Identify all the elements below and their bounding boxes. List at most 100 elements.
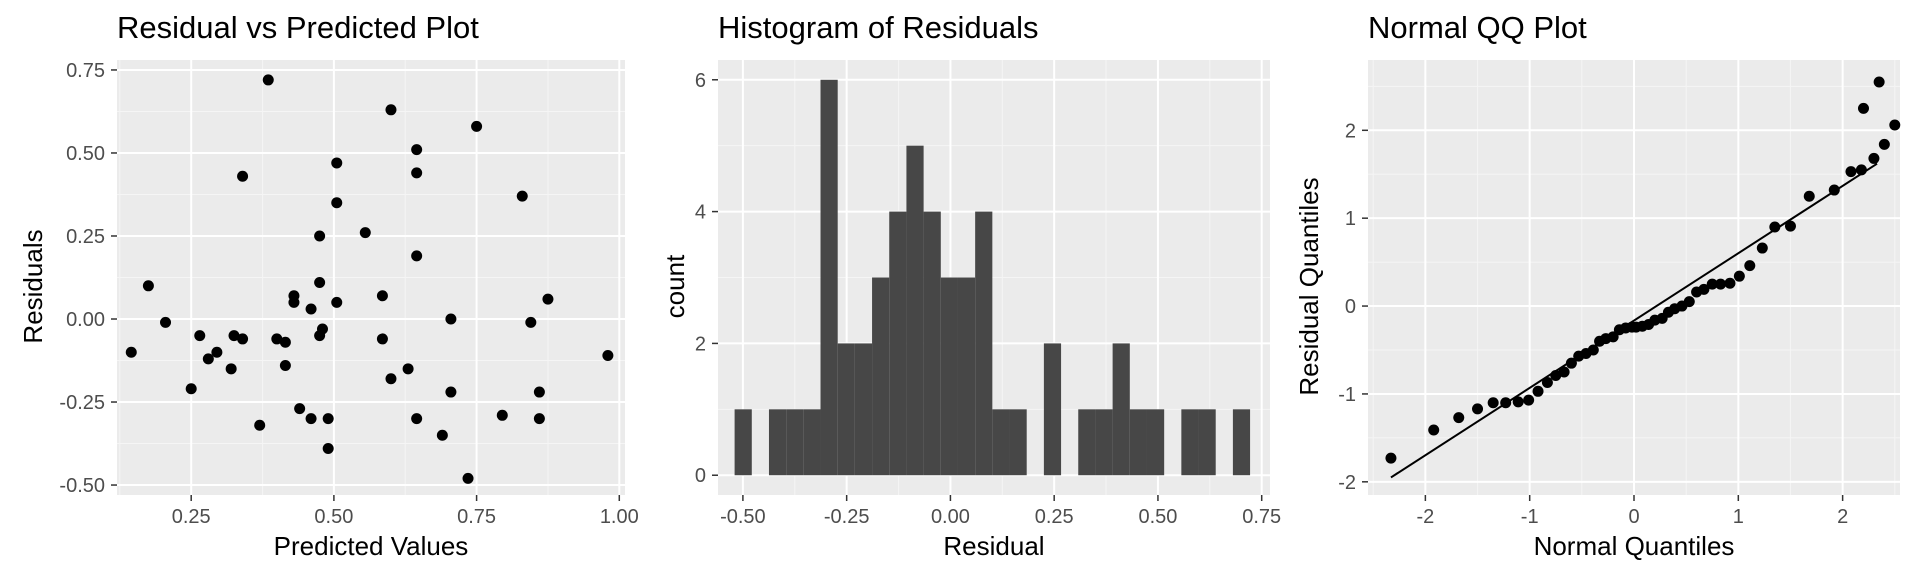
- data-point: [1803, 190, 1815, 202]
- x-tick-label: 0.25: [1035, 506, 1074, 528]
- data-point: [602, 350, 614, 362]
- y-axis-label: count: [660, 254, 690, 318]
- y-tick-label: 2: [695, 333, 706, 355]
- data-point: [376, 333, 388, 345]
- x-axis-label: Residual: [943, 531, 1044, 561]
- data-point: [411, 250, 423, 262]
- data-point: [1724, 277, 1736, 289]
- data-point: [322, 443, 334, 455]
- data-point: [262, 74, 274, 86]
- y-tick-label: 0: [1345, 296, 1356, 318]
- histogram-bar: [820, 79, 838, 476]
- data-point: [1565, 357, 1577, 369]
- data-point: [322, 413, 334, 425]
- x-tick-label: 0: [1628, 506, 1639, 528]
- x-tick-label: 0.75: [457, 506, 496, 528]
- y-tick-label: 4: [695, 202, 706, 224]
- chart-title: Histogram of Residuals: [718, 10, 1038, 45]
- x-tick-label: 0.25: [172, 506, 211, 528]
- data-point: [1784, 220, 1796, 232]
- data-point: [288, 296, 300, 308]
- axes: -2 -1 0 1 2 -2 -1 0 1 2: [1338, 120, 1848, 528]
- data-point: [228, 330, 240, 342]
- data-point: [1878, 138, 1890, 150]
- y-tick-label: 0: [695, 465, 706, 487]
- histogram-bar: [1043, 343, 1062, 476]
- grid: [1368, 60, 1900, 495]
- data-point: [1698, 283, 1710, 295]
- histogram-bar: [1181, 409, 1199, 476]
- x-tick-label: 0.00: [931, 506, 970, 528]
- panel-2: -0.50 -0.25 0.00 0.25 0.50 0.75 0 2 4 6 Histogram …: [660, 10, 1281, 561]
- data-point: [411, 144, 423, 156]
- data-point: [1744, 260, 1756, 272]
- data-point: [1857, 102, 1869, 114]
- data-point: [496, 409, 508, 421]
- data-point: [471, 120, 483, 132]
- data-point: [1472, 403, 1484, 415]
- panel-1: 0.25 0.50 0.75 1.00 -0.50 -0.25 0.00 0.25 0.50 0.…: [18, 10, 639, 561]
- data-point: [376, 290, 388, 302]
- histogram-bar: [940, 277, 958, 476]
- data-point: [1607, 331, 1619, 343]
- histogram-bar: [975, 211, 993, 476]
- x-tick-label: 0.50: [1138, 506, 1177, 528]
- y-tick-label: -0.25: [59, 392, 105, 414]
- data-point: [1889, 119, 1901, 131]
- x-axis-label: Predicted Values: [274, 531, 469, 561]
- data-point: [516, 190, 528, 202]
- data-point: [1845, 166, 1857, 178]
- data-point: [331, 157, 343, 169]
- histogram-bar: [1009, 409, 1027, 476]
- data-point: [160, 316, 172, 328]
- data-point: [185, 383, 197, 395]
- data-point: [237, 170, 249, 182]
- data-layer: [1385, 76, 1901, 479]
- y-tick-label: 6: [695, 70, 706, 92]
- data-point: [331, 197, 343, 209]
- histogram-bar: [786, 409, 804, 476]
- panel-3: -2 -1 0 1 2 -2 -1 0 1 2 Normal QQ Plot Normal Quant…: [1294, 10, 1901, 561]
- data-point: [1706, 278, 1718, 290]
- data-point: [305, 303, 317, 315]
- data-point: [533, 386, 545, 398]
- data-point: [316, 323, 328, 335]
- data-point: [254, 419, 266, 431]
- data-point: [142, 280, 154, 292]
- chart-title: Residual vs Predicted Plot: [117, 10, 479, 45]
- grid: [117, 60, 625, 495]
- data-point: [1828, 184, 1840, 196]
- y-axis-label: Residual Quantiles: [1294, 177, 1324, 395]
- data-point: [1385, 452, 1397, 464]
- data-point: [1541, 377, 1553, 389]
- data-point: [279, 359, 291, 371]
- data-point: [411, 167, 423, 179]
- data-point: [1532, 385, 1544, 397]
- data-point: [1500, 397, 1512, 409]
- y-tick-label: 2: [1345, 120, 1356, 142]
- x-tick-label: -2: [1416, 506, 1434, 528]
- histogram-bar: [1129, 409, 1147, 476]
- data-point: [1868, 152, 1880, 164]
- data-layer: [734, 79, 1251, 476]
- y-tick-label: 0.75: [66, 60, 105, 82]
- y-tick-label: -2: [1338, 472, 1356, 494]
- data-point: [462, 472, 474, 484]
- x-axis-label: Normal Quantiles: [1534, 531, 1735, 561]
- histogram-bar: [1198, 409, 1216, 476]
- histogram-bar: [854, 343, 873, 476]
- histogram-bar: [872, 277, 890, 476]
- x-tick-label: -0.50: [720, 506, 766, 528]
- data-point: [359, 227, 371, 239]
- x-tick-label: -0.25: [824, 506, 870, 528]
- x-tick-label: 1: [1733, 506, 1744, 528]
- data-point: [533, 413, 545, 425]
- histogram-bar: [803, 409, 821, 476]
- data-point: [1523, 394, 1535, 406]
- x-tick-label: 0.75: [1242, 506, 1281, 528]
- y-tick-label: 1: [1345, 208, 1356, 230]
- data-point: [1733, 270, 1745, 282]
- data-point: [1873, 76, 1885, 88]
- histogram-bar: [1146, 409, 1165, 476]
